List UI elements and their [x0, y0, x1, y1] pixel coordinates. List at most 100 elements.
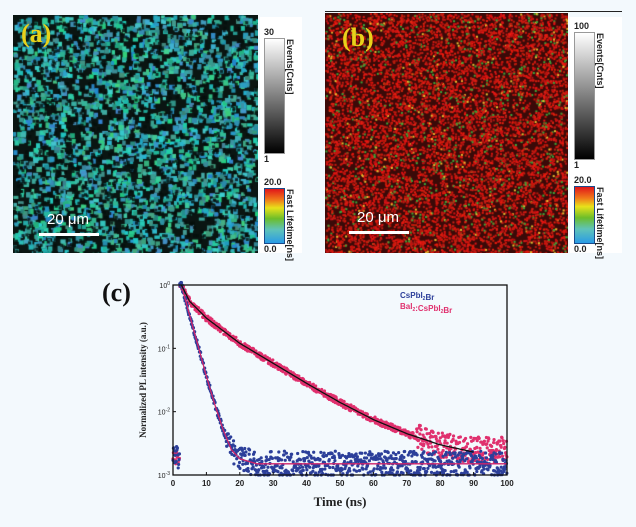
data-point: [242, 468, 246, 473]
data-point: [461, 455, 465, 460]
data-point: [443, 468, 447, 473]
data-point: [416, 465, 420, 470]
data-point: [332, 456, 337, 460]
data-point: [282, 453, 286, 457]
data-point: [485, 442, 489, 446]
data-point: [391, 468, 395, 472]
data-point: [422, 442, 426, 446]
data-point: [284, 451, 289, 455]
data-point: [238, 466, 242, 470]
data-point: [420, 455, 424, 459]
data-point: [436, 431, 440, 435]
data-point: [322, 454, 326, 459]
data-point: [364, 456, 369, 460]
data-point: [252, 457, 256, 461]
data-point: [441, 471, 446, 475]
data-point: [267, 457, 271, 462]
data-point: [271, 358, 275, 362]
data-point: [358, 468, 362, 473]
data-point: [246, 466, 250, 471]
data-point: [482, 467, 486, 471]
data-point: [492, 438, 496, 442]
data-point: [354, 469, 359, 473]
lifetime-colorbar-a: [264, 188, 285, 244]
data-point: [314, 384, 318, 388]
data-point: [425, 459, 430, 463]
data-point: [257, 468, 261, 472]
data-point: [234, 335, 238, 339]
x-tick-label: 30: [269, 479, 278, 488]
y-axis-label: Normalized PL intensity (a.u.): [138, 322, 148, 438]
data-point: [247, 448, 252, 452]
lifetime-max-b: 20.0: [574, 175, 592, 185]
data-point: [421, 433, 425, 437]
data-point: [403, 459, 408, 464]
events-colorbar-b: [574, 32, 595, 160]
data-point: [322, 389, 327, 393]
data-point: [333, 401, 337, 405]
data-point: [283, 458, 287, 462]
data-point: [448, 453, 452, 457]
data-point: [247, 452, 251, 456]
data-point: [259, 456, 263, 460]
data-point: [298, 466, 302, 470]
data-point: [305, 384, 309, 388]
data-point: [410, 454, 414, 458]
data-point: [360, 410, 365, 414]
fit-curve: [180, 284, 507, 465]
data-point: [482, 442, 486, 446]
data-point: [276, 470, 280, 474]
data-point: [433, 450, 438, 454]
data-point: [415, 453, 419, 457]
data-point: [305, 468, 309, 472]
data-point: [173, 453, 177, 457]
data-point: [231, 439, 236, 443]
data-point: [229, 435, 233, 439]
colorbars-b: 100 Events[Cnts] 1 20.0 Fast Lifetime[ns…: [570, 17, 622, 259]
plot-frame: [172, 284, 508, 476]
data-point: [297, 374, 301, 378]
data-point: [384, 471, 388, 475]
data-point: [290, 452, 294, 456]
data-point: [444, 453, 448, 457]
data-point: [265, 469, 269, 473]
data-point: [484, 456, 489, 460]
data-point: [502, 441, 506, 446]
data-point: [494, 447, 499, 452]
panel-label-a: (a): [21, 19, 52, 48]
data-point: [252, 450, 256, 454]
data-point: [387, 456, 391, 460]
data-point: [308, 380, 312, 385]
data-point: [444, 450, 448, 455]
data-point: [359, 458, 363, 462]
data-point: [463, 436, 468, 441]
data-point: [475, 439, 479, 443]
data-point: [280, 466, 284, 470]
data-point: [389, 454, 393, 458]
scale-bar-a: [39, 233, 99, 236]
data-point: [498, 439, 502, 443]
legend-entry: BaI2:CsPbI2Br: [400, 302, 452, 315]
data-point: [453, 451, 457, 455]
data-point: [333, 449, 337, 453]
events-colorbar-a: [264, 38, 285, 154]
data-point: [418, 465, 422, 469]
data-point: [323, 467, 327, 471]
data-point: [373, 415, 377, 419]
data-point: [296, 451, 300, 456]
data-point: [488, 463, 492, 468]
data-point: [347, 466, 351, 471]
data-point: [246, 469, 250, 473]
data-point: [324, 454, 329, 458]
data-point: [266, 465, 270, 469]
data-point: [269, 450, 273, 454]
data-point: [419, 428, 423, 432]
data-point: [402, 455, 406, 459]
data-point: [431, 435, 435, 439]
data-point: [233, 444, 237, 448]
data-point: [464, 445, 468, 449]
data-point: [494, 452, 498, 456]
data-point: [301, 449, 305, 454]
x-tick-label: 60: [369, 479, 378, 488]
data-point: [277, 450, 281, 454]
